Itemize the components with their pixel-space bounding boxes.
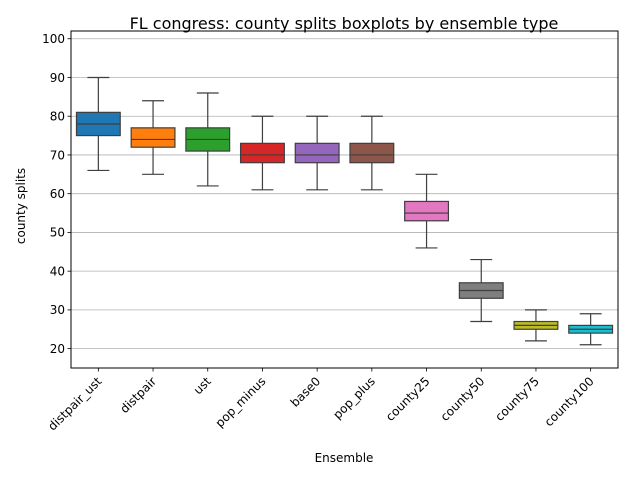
y-tick-label-100: 100 bbox=[42, 32, 65, 46]
x-axis-label: Ensemble bbox=[315, 451, 374, 465]
box-distpair_ust bbox=[75, 76, 121, 172]
box-county25 bbox=[404, 173, 450, 249]
box-pop_minus bbox=[239, 115, 285, 191]
iqr-box-pop_minus bbox=[239, 142, 285, 164]
iqr-box-distpair bbox=[130, 127, 176, 148]
box-county100 bbox=[568, 313, 614, 346]
iqr-box-base0 bbox=[294, 142, 340, 164]
y-tick-label-60: 60 bbox=[50, 187, 65, 201]
box-layer bbox=[75, 76, 614, 346]
box-county50 bbox=[458, 258, 504, 323]
y-tick-label-30: 30 bbox=[50, 303, 65, 317]
y-tick-label-80: 80 bbox=[50, 110, 65, 124]
y-tick-label-40: 40 bbox=[50, 264, 65, 278]
box-county75 bbox=[513, 309, 559, 342]
box-pop_plus bbox=[349, 115, 395, 191]
grid-layer bbox=[71, 38, 618, 350]
box-base0 bbox=[294, 115, 340, 191]
chart-title: FL congress: county splits boxplots by e… bbox=[130, 14, 559, 33]
box-ust bbox=[185, 92, 231, 187]
y-tick-label-50: 50 bbox=[50, 226, 65, 240]
y-axis-label: county splits bbox=[14, 168, 28, 244]
y-tick-label-90: 90 bbox=[50, 71, 65, 85]
y-tick-layer: 20 30 40 50 60 70 80 90 100 bbox=[42, 32, 71, 356]
plot-frame bbox=[70, 30, 619, 369]
box-distpair bbox=[130, 100, 176, 175]
iqr-box-pop_plus bbox=[349, 142, 395, 164]
y-tick-label-20: 20 bbox=[50, 342, 65, 356]
y-tick-label-70: 70 bbox=[50, 148, 65, 162]
iqr-box-county25 bbox=[404, 200, 450, 222]
